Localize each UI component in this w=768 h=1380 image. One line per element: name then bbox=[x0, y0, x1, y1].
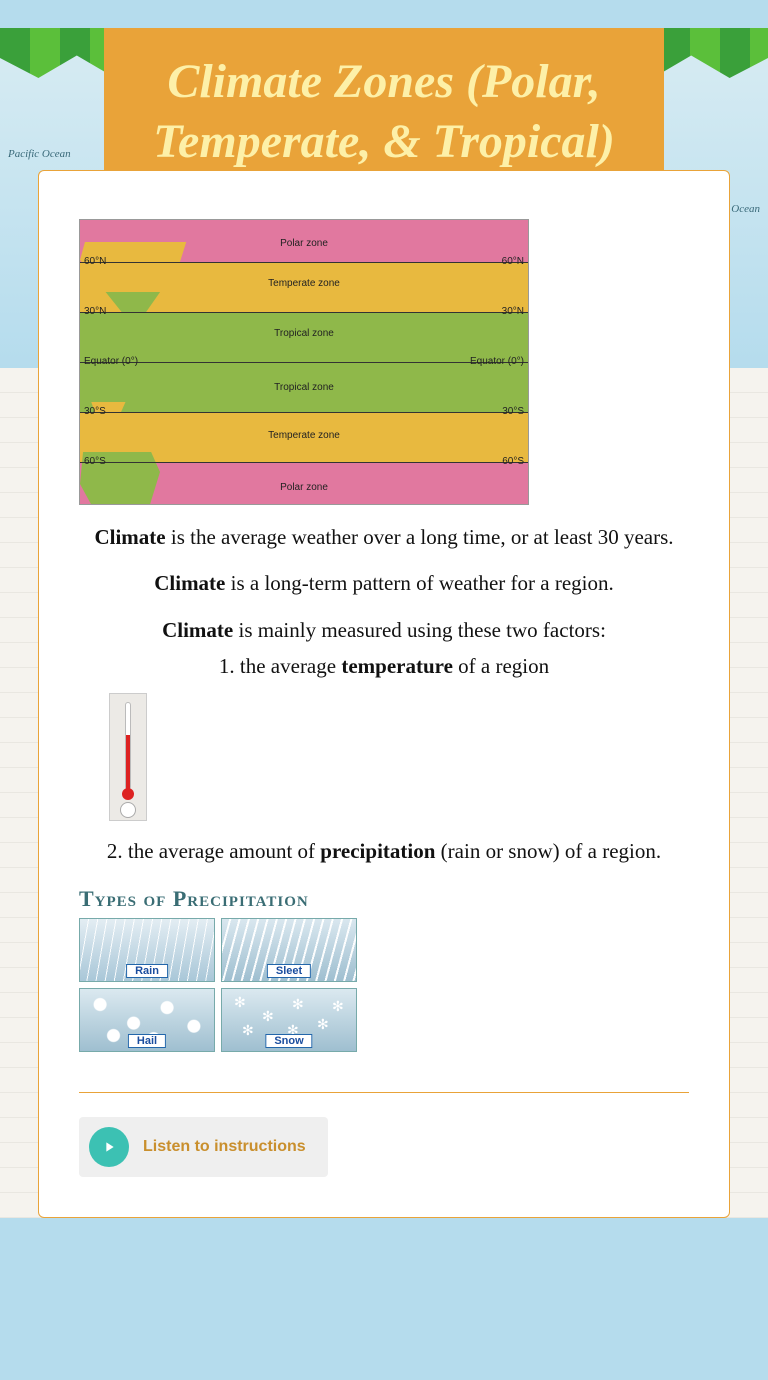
play-icon bbox=[89, 1127, 129, 1167]
page-title: Climate Zones (Polar, Temperate, & Tropi… bbox=[114, 52, 654, 172]
lat-60s-left: 60°S bbox=[84, 456, 106, 467]
factor-2-bold: precipitation bbox=[320, 839, 435, 863]
precip-snow-cell: ✻ ✻ ✻ ✻ ✻ ✻ ✻ Snow bbox=[221, 988, 357, 1052]
listen-to-instructions-button[interactable]: Listen to instructions bbox=[79, 1117, 328, 1177]
bold-climate-2: Climate bbox=[154, 571, 225, 595]
precip-hail-cell: Hail bbox=[79, 988, 215, 1052]
lat-60n-left: 60°N bbox=[84, 256, 106, 267]
factor-1-post: of a region bbox=[453, 654, 549, 678]
lat-60n-right: 60°N bbox=[502, 256, 524, 267]
lat-30n-right: 30°N bbox=[502, 306, 524, 317]
thermometer-icon bbox=[109, 693, 147, 821]
lat-30s-right: 30°S bbox=[502, 406, 524, 417]
zone-polar-n-label: Polar zone bbox=[280, 238, 328, 249]
precip-snow-label: Snow bbox=[265, 1034, 312, 1048]
factor-1: 1. the average temperature of a region bbox=[79, 654, 689, 679]
precip-rain-cell: Rain bbox=[79, 918, 215, 982]
zone-temp-s-label: Temperate zone bbox=[268, 430, 340, 441]
section-divider bbox=[79, 1092, 689, 1093]
factor-1-bold: temperature bbox=[341, 654, 453, 678]
zone-trop-n-label: Tropical zone bbox=[274, 328, 334, 339]
lat-30n-left: 30°N bbox=[84, 306, 106, 317]
para-climate-2: Climate is a long-term pattern of weathe… bbox=[79, 569, 689, 597]
zone-polar-s-label: Polar zone bbox=[280, 482, 328, 493]
para-climate-3-rest: is mainly measured using these two facto… bbox=[233, 618, 606, 642]
lat-60s-right: 60°S bbox=[502, 456, 524, 467]
bold-climate-1: Climate bbox=[94, 525, 165, 549]
precip-sleet-cell: Sleet bbox=[221, 918, 357, 982]
factor-2: 2. the average amount of precipitation (… bbox=[79, 839, 689, 864]
precip-types-title: Types of Precipitation bbox=[79, 886, 689, 912]
content-card: 60°N 60°N 30°N 30°N Equator (0°) Equator… bbox=[38, 170, 730, 1218]
precip-rain-label: Rain bbox=[126, 964, 168, 978]
factor-2-post: (rain or snow) of a region. bbox=[435, 839, 661, 863]
precip-types-grid: Rain Sleet Hail ✻ ✻ ✻ ✻ ✻ ✻ ✻ Snow bbox=[79, 918, 689, 1052]
lat-eq-left: Equator (0°) bbox=[84, 356, 138, 367]
precip-sleet-label: Sleet bbox=[267, 964, 311, 978]
bold-climate-3: Climate bbox=[162, 618, 233, 642]
thermometer-image bbox=[79, 693, 689, 821]
lat-30s-left: 30°S bbox=[84, 406, 106, 417]
zone-temp-n-label: Temperate zone bbox=[268, 278, 340, 289]
precip-hail-label: Hail bbox=[128, 1034, 166, 1048]
lat-eq-right: Equator (0°) bbox=[470, 356, 524, 367]
climate-zones-map: 60°N 60°N 30°N 30°N Equator (0°) Equator… bbox=[79, 219, 529, 505]
pacific-ocean-left-label: Pacific Ocean bbox=[8, 148, 71, 160]
factor-2-pre: 2. the average amount of bbox=[107, 839, 320, 863]
factor-1-pre: 1. the average bbox=[219, 654, 341, 678]
para-climate-1-rest: is the average weather over a long time,… bbox=[166, 525, 674, 549]
para-climate-3: Climate is mainly measured using these t… bbox=[79, 616, 689, 644]
listen-label: Listen to instructions bbox=[143, 1138, 306, 1156]
para-climate-2-rest: is a long-term pattern of weather for a … bbox=[225, 571, 613, 595]
para-climate-1: Climate is the average weather over a lo… bbox=[79, 523, 689, 551]
zone-trop-s-label: Tropical zone bbox=[274, 382, 334, 393]
